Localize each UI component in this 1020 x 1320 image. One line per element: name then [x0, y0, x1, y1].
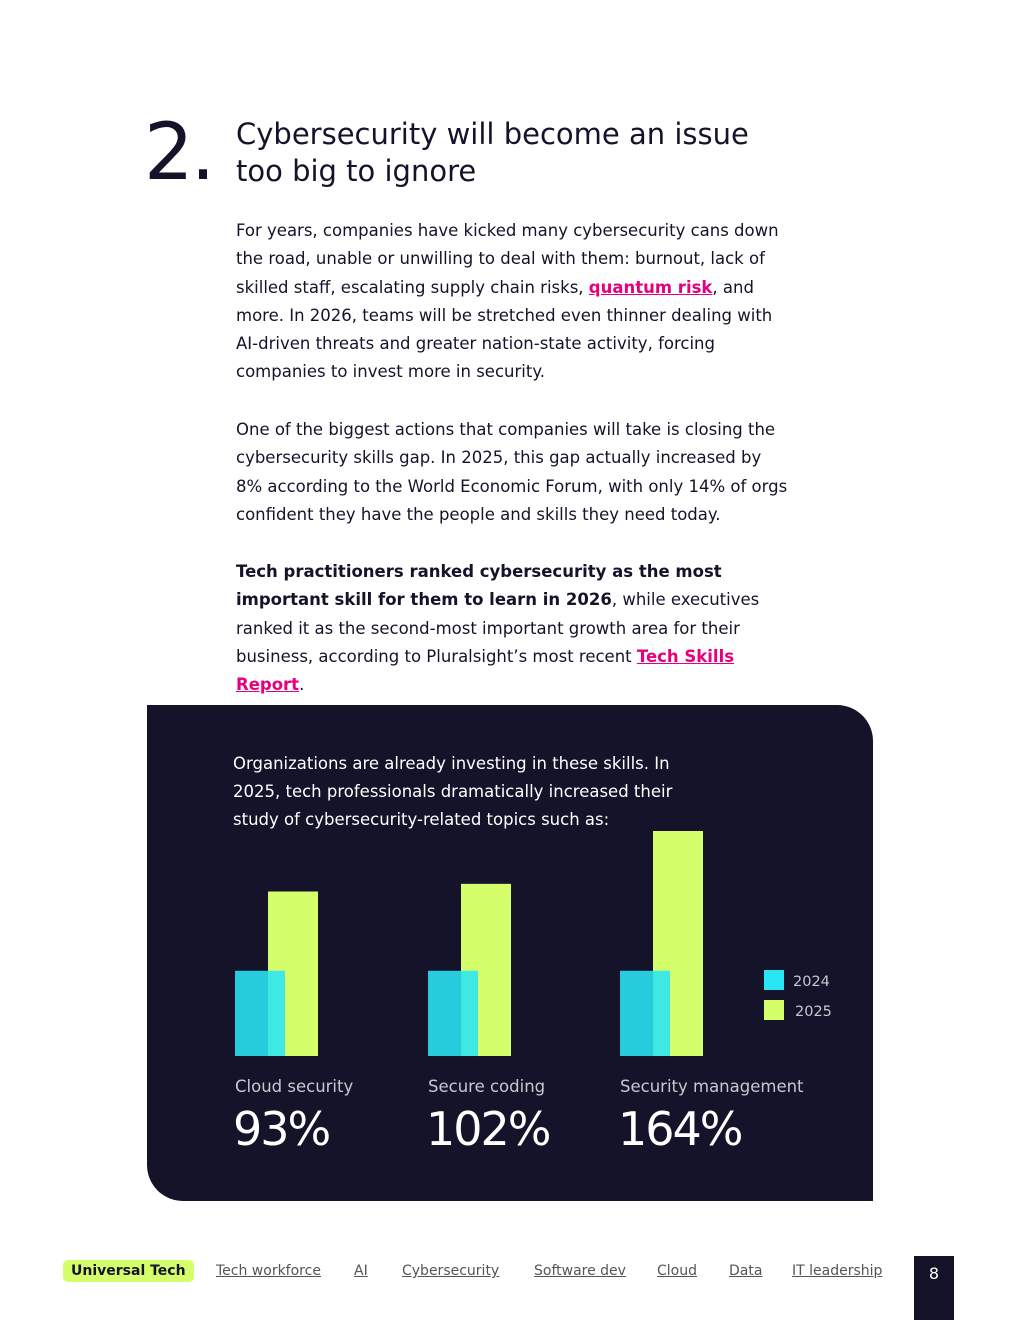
- chart-subtitle: Organizations are already investing in t…: [233, 754, 673, 829]
- active-tab[interactable]: Universal Tech: [63, 1260, 194, 1282]
- bar: [620, 970, 670, 1056]
- text-run: Tech practitioners ranked cybersecurity …: [236, 562, 722, 610]
- nav-link[interactable]: Tech workforce: [216, 1263, 321, 1279]
- category-label: Secure coding: [428, 1077, 545, 1096]
- paragraph: One of the biggest actions that companie…: [236, 416, 791, 529]
- text-run: .: [299, 675, 305, 695]
- legend-swatch: [764, 1000, 784, 1020]
- paragraph: For years, companies have kicked many cy…: [236, 217, 791, 387]
- category-label: Cloud security: [235, 1077, 353, 1096]
- nav-link[interactable]: Cloud: [657, 1263, 697, 1279]
- text-run: For years, companies have kicked many cy…: [236, 221, 779, 297]
- legend-label: 2025: [795, 1004, 832, 1020]
- section-title: Cybersecurity will become an issue too b…: [236, 117, 749, 188]
- legend-label: 2024: [793, 974, 830, 990]
- legend-swatch: [764, 970, 784, 990]
- section-number: 2.: [144, 108, 215, 198]
- category-label: Security management: [620, 1077, 804, 1096]
- nav-link[interactable]: Data: [729, 1263, 763, 1279]
- bar: [428, 970, 478, 1056]
- nav-link[interactable]: Cybersecurity: [402, 1263, 500, 1279]
- text-run: , and more. In 2026, teams will be stret…: [236, 277, 773, 382]
- page-number: 8: [914, 1256, 954, 1320]
- text-run: One of the biggest actions that companie…: [236, 420, 788, 524]
- link[interactable]: Tech Skills Report: [236, 646, 735, 695]
- increase-label: 164%: [618, 1102, 742, 1156]
- increase-label: 102%: [426, 1102, 550, 1156]
- text-run: , while executives ranked it as the seco…: [236, 590, 760, 666]
- nav-link[interactable]: IT leadership: [792, 1263, 883, 1279]
- paragraph: Tech practitioners ranked cybersecurity …: [236, 558, 791, 699]
- nav-link[interactable]: Software dev: [534, 1263, 626, 1279]
- chart: Organizations are already investing in t…: [147, 705, 873, 1201]
- increase-label: 93%: [233, 1102, 330, 1156]
- link[interactable]: quantum risk: [588, 277, 713, 297]
- bar: [235, 970, 285, 1056]
- nav-link[interactable]: AI: [354, 1263, 368, 1279]
